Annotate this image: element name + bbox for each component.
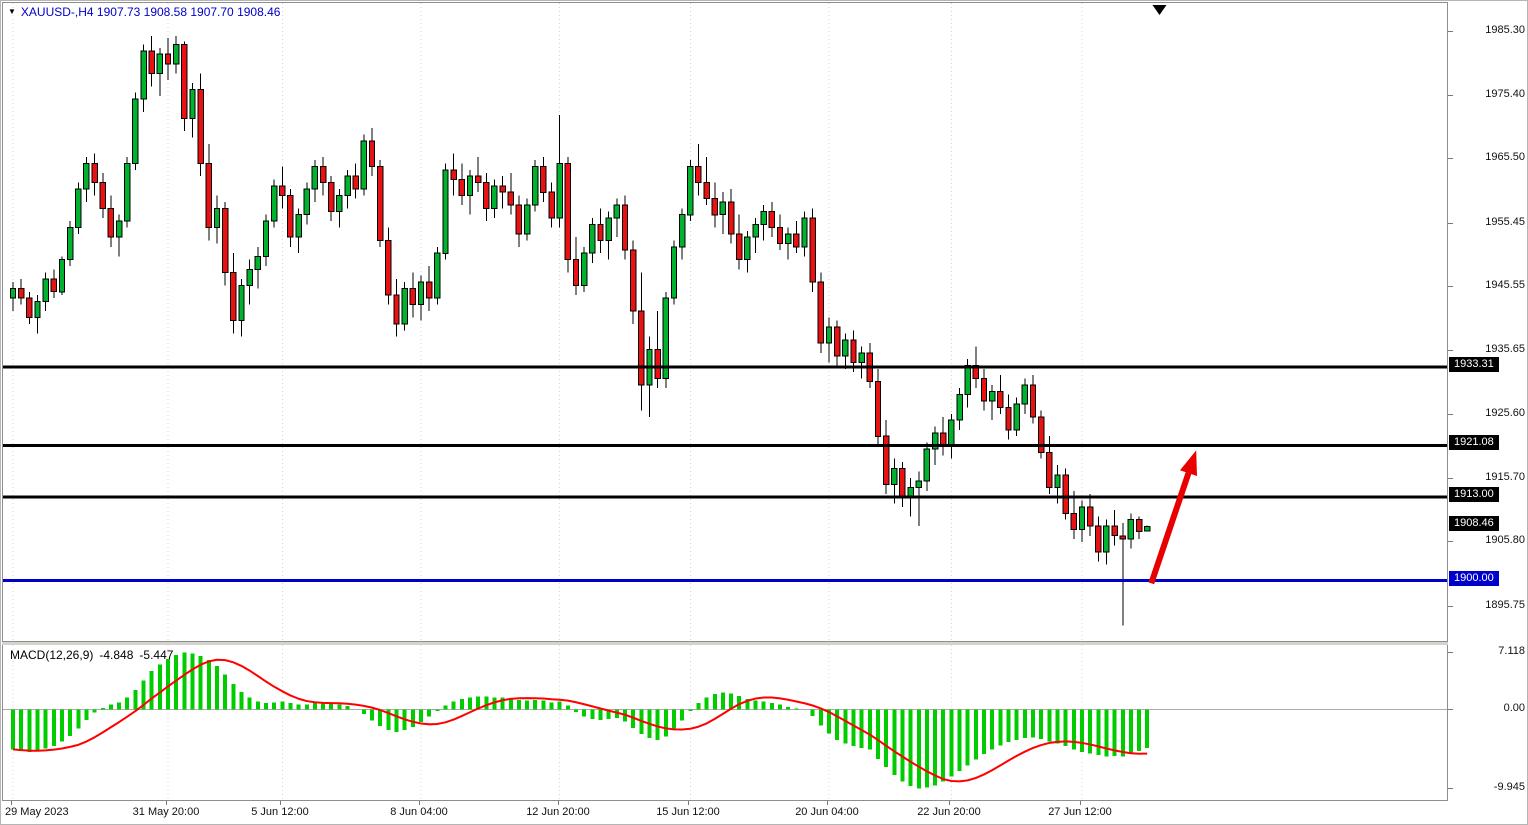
price-axis-label: 1935.65	[1485, 343, 1525, 355]
price-axis-label: 1975.40	[1485, 88, 1525, 100]
time-axis-tick	[11, 801, 12, 805]
time-axis-tick	[558, 801, 559, 805]
time-axis-tick	[688, 801, 689, 805]
macd-title: MACD(12,26,9) -4.848 -5.447	[10, 648, 179, 662]
price-axis-tick	[1448, 31, 1453, 32]
macd-signal-value: -5.447	[139, 648, 174, 662]
macd-indicator-label: MACD(12,26,9)	[10, 648, 94, 662]
time-axis-tick	[166, 801, 167, 805]
price-axis-tick	[1448, 541, 1453, 542]
level-price-tag: 1933.31	[1449, 357, 1499, 372]
chart-title-bar: ▼ XAUUSD-,H4 1907.73 1908.58 1907.70 1908…	[8, 5, 280, 19]
macd-pane[interactable]: MACD(12,26,9) -4.848 -5.447	[2, 645, 1448, 801]
time-axis-label: 29 May 2023	[5, 806, 69, 818]
grid-lines	[12, 3, 1083, 641]
price-axis-label: 1985.30	[1485, 24, 1525, 36]
price-axis-tick	[1448, 95, 1453, 96]
macd-axis-label: 7.118	[1498, 645, 1525, 657]
macd-axis-tick	[1448, 652, 1453, 653]
chart-shift-marker-icon[interactable]	[1152, 5, 1167, 15]
time-axis-tick	[419, 801, 420, 805]
level-price-tag: 1913.00	[1449, 487, 1499, 502]
price-axis-label: 1895.75	[1485, 599, 1525, 611]
price-axis-tick	[1448, 286, 1453, 287]
price-axis[interactable]: 1985.30 1975.40 1965.50 1955.45 1945.55 1935.…	[1448, 1, 1527, 801]
time-axis-label: 27 Jun 12:00	[1048, 806, 1112, 818]
macd-axis-tick	[1448, 788, 1453, 789]
chart-ohlc-title: XAUUSD-,H4 1907.73 1908.58 1907.70 1908.…	[20, 5, 281, 19]
price-axis-tick	[1448, 414, 1453, 415]
main-chart-pane[interactable]	[2, 2, 1448, 642]
macd-axis-label: -9.945	[1493, 781, 1525, 793]
macd-signal-line	[12, 658, 1148, 783]
level-price-tag: 1921.08	[1449, 435, 1499, 450]
grid-lines	[12, 645, 1083, 800]
price-axis-label: 1905.80	[1485, 534, 1525, 546]
time-axis-label: 31 May 20:00	[132, 806, 200, 818]
price-axis-label: 1925.60	[1485, 407, 1525, 419]
price-axis-label: 1965.50	[1485, 151, 1525, 163]
pane-splitter[interactable]	[2, 642, 1448, 645]
time-axis-tick	[827, 801, 828, 805]
time-axis-tick	[949, 801, 950, 805]
price-axis-label: 1915.70	[1485, 471, 1525, 483]
time-axis-label: 12 Jun 20:00	[526, 806, 590, 818]
time-axis-label: 20 Jun 04:00	[795, 806, 859, 818]
macd-pane-canvas[interactable]	[3, 645, 1447, 800]
support-resistance-lines[interactable]	[3, 365, 1447, 583]
time-axis[interactable]: 29 May 2023 31 May 20:00 5 Jun 12:00 8 Jun …	[1, 801, 1527, 824]
price-axis-label: 1955.45	[1485, 216, 1525, 228]
current-price-tag: 1908.46	[1449, 516, 1499, 531]
macd-histogram	[11, 652, 1150, 789]
time-axis-label: 22 Jun 20:00	[917, 806, 981, 818]
price-axis-tick	[1448, 350, 1453, 351]
one-click-trading-toggle-icon[interactable]: ▼	[8, 7, 16, 16]
macd-main-value: -4.848	[99, 648, 134, 662]
candlesticks	[9, 36, 1151, 626]
time-axis-label: 8 Jun 04:00	[390, 806, 448, 818]
main-chart-canvas[interactable]	[3, 3, 1447, 641]
price-axis-tick	[1448, 478, 1453, 479]
time-axis-tick	[1080, 801, 1081, 805]
price-axis-tick	[1448, 223, 1453, 224]
price-axis-tick	[1448, 158, 1453, 159]
price-axis-label: 1945.55	[1485, 279, 1525, 291]
macd-axis-tick	[1448, 709, 1453, 710]
time-axis-label: 15 Jun 12:00	[656, 806, 720, 818]
macd-axis-label: 0.00	[1503, 702, 1525, 714]
level-price-tag: 1900.00	[1449, 571, 1499, 586]
time-axis-tick	[280, 801, 281, 805]
time-axis-label: 5 Jun 12:00	[251, 806, 309, 818]
price-axis-tick	[1448, 606, 1453, 607]
trend-arrow[interactable]	[1148, 450, 1197, 585]
